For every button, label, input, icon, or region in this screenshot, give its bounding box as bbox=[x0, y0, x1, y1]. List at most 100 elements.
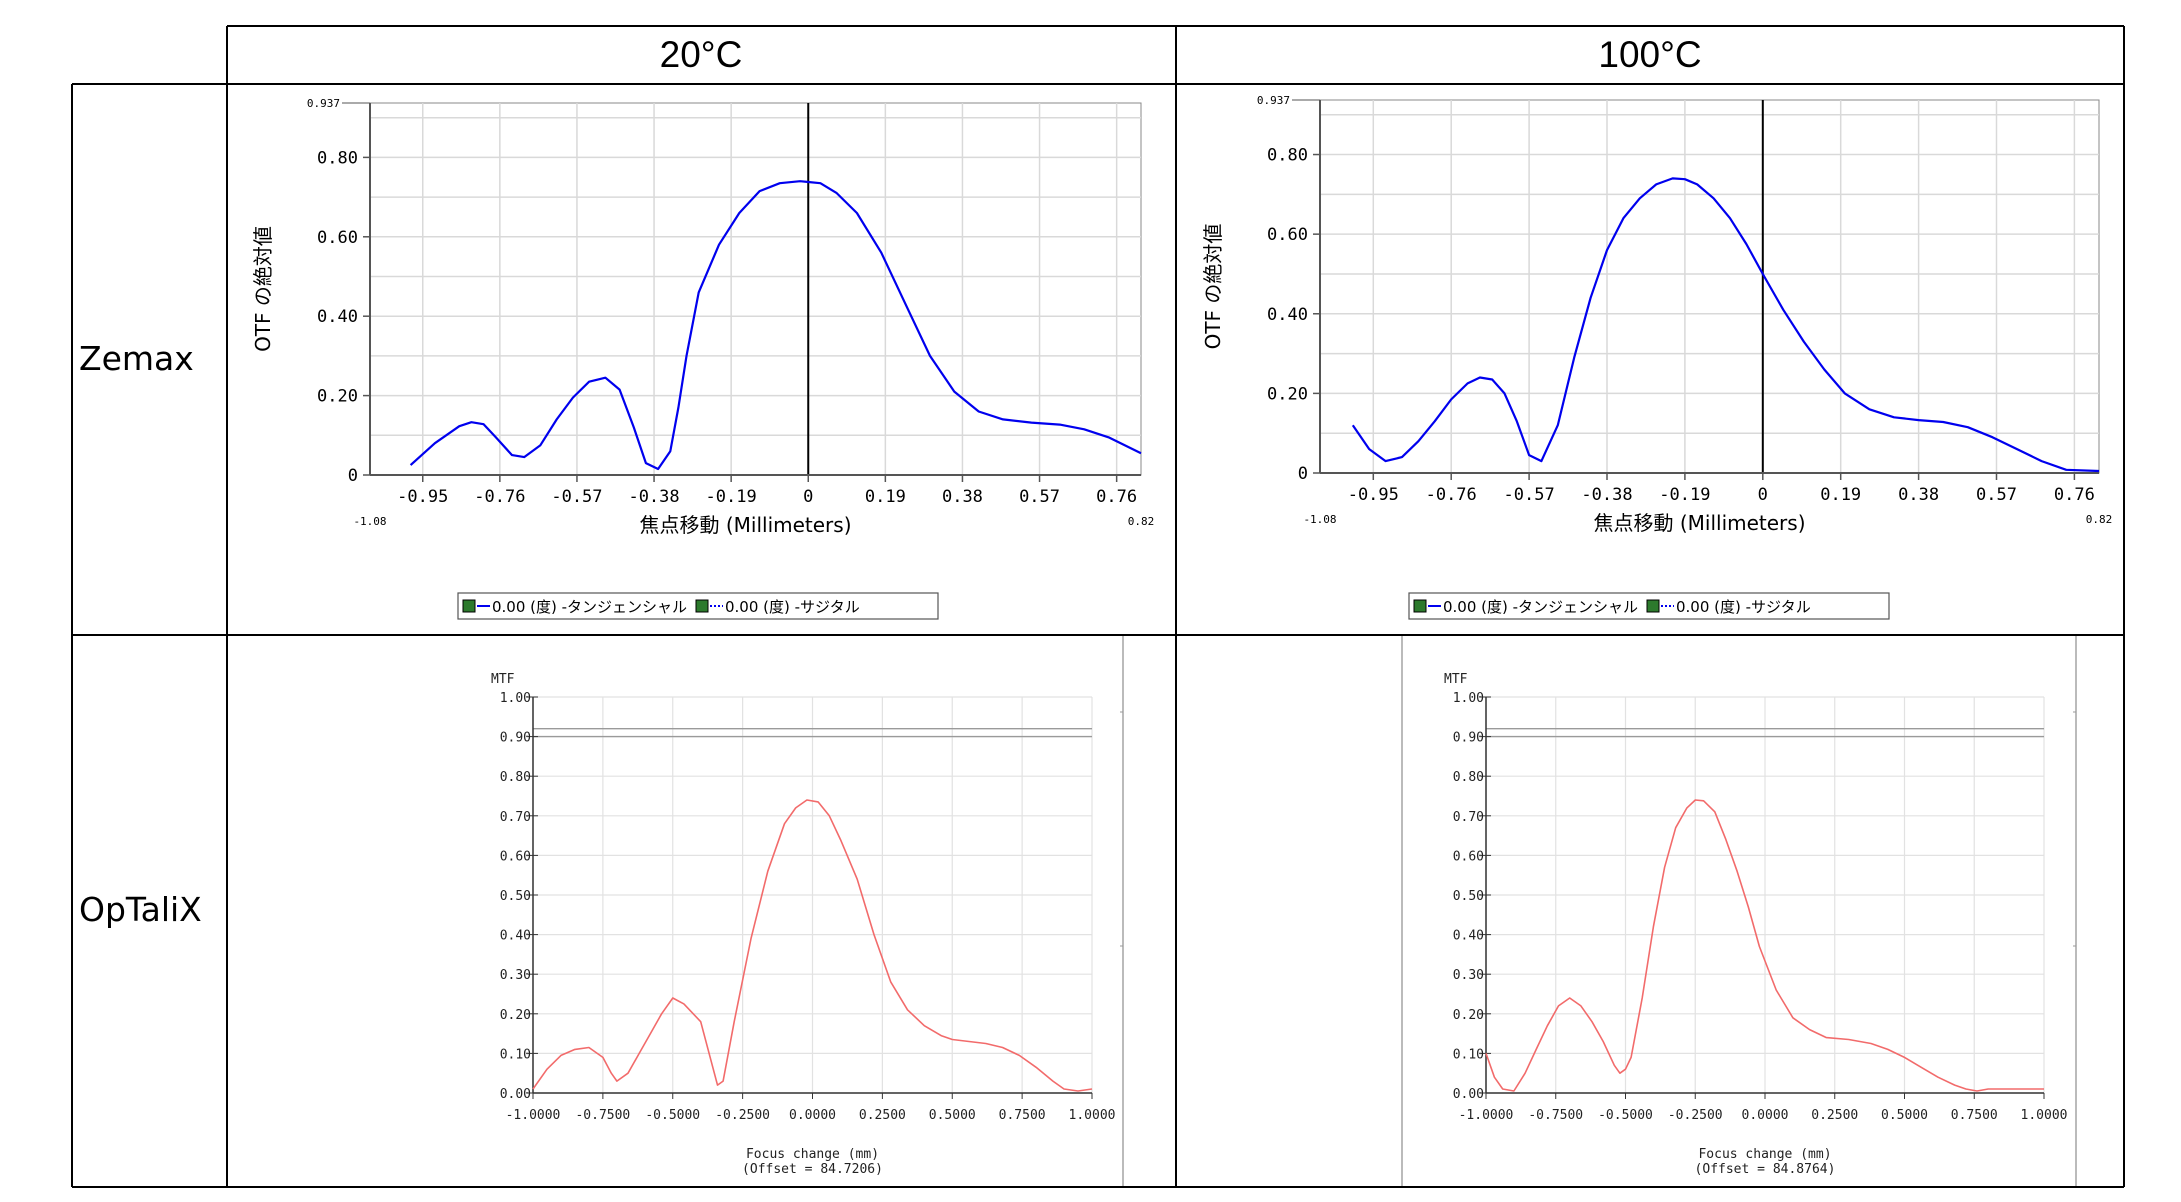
x-tick-label: -1.0000 bbox=[1459, 1108, 1514, 1123]
legend-marker-icon bbox=[1646, 599, 1660, 613]
y-tick-label: 0.60 bbox=[500, 849, 531, 864]
legend-entry-tangential: 0.00 (度) -タンジェンシャル bbox=[492, 598, 687, 616]
x-tick-label: -0.57 bbox=[1504, 485, 1555, 505]
y-tick-label: 0.60 bbox=[1267, 225, 1308, 245]
col-header-20c: 20°C bbox=[660, 34, 743, 75]
y-tick-label: 0.40 bbox=[1453, 929, 1484, 944]
offset-label: (Offset = 84.8764) bbox=[1695, 1162, 1836, 1177]
y-tick-label: 0.70 bbox=[1453, 810, 1484, 825]
y-tick-label: 0 bbox=[1298, 464, 1308, 484]
y-tick-label: 0.90 bbox=[1453, 731, 1484, 746]
x-tick-label: -1.0000 bbox=[506, 1108, 561, 1123]
legend-entry-sagittal: 0.00 (度) -サジタル bbox=[725, 598, 860, 616]
y-tick-label: 0.40 bbox=[317, 307, 358, 327]
x-tick-label: -0.95 bbox=[397, 487, 448, 507]
x-min-label: -1.08 bbox=[353, 515, 386, 528]
x-tick-label: 0.0000 bbox=[789, 1108, 836, 1123]
x-tick-label: 0.2500 bbox=[1811, 1108, 1858, 1123]
y-tick-label: 0.80 bbox=[317, 148, 358, 168]
optalix-20c-chart: -1.0000 -0.7500 -0.5000 -0.2500 0.0000 0.2500… bbox=[491, 636, 1124, 1186]
y-tick-label: 0.20 bbox=[1267, 384, 1308, 404]
x-tick-label: 1.0000 bbox=[2021, 1108, 2068, 1123]
x-tick-label: -0.38 bbox=[1581, 485, 1632, 505]
x-tick-label: 0.57 bbox=[1976, 485, 2017, 505]
legend-entry-sagittal: 0.00 (度) -サジタル bbox=[1676, 598, 1811, 616]
series-line-mtf bbox=[532, 799, 1093, 1092]
x-tick-label: -0.76 bbox=[474, 487, 525, 507]
plot-area bbox=[369, 102, 1142, 476]
plot-area bbox=[1319, 99, 2100, 474]
x-tick-label: 0 bbox=[1758, 485, 1768, 505]
x-tick-label: -0.57 bbox=[551, 487, 602, 507]
offset-label: (Offset = 84.7206) bbox=[742, 1162, 883, 1177]
y-tick-label: 0.00 bbox=[500, 1087, 531, 1102]
x-tick-label: 0.38 bbox=[942, 487, 983, 507]
y-tick-label: 0.20 bbox=[1453, 1008, 1484, 1023]
x-tick-label: -0.76 bbox=[1426, 485, 1477, 505]
x-min-label: -1.08 bbox=[1303, 513, 1336, 526]
y-axis-label: OTF の絶対値 bbox=[251, 226, 275, 352]
legend-entry-tangential: 0.00 (度) -タンジェンシャル bbox=[1443, 598, 1638, 616]
x-tick-label: 0.2500 bbox=[859, 1108, 906, 1123]
y-tick-label: 0.30 bbox=[1453, 968, 1484, 983]
y-tick-label: 0.30 bbox=[500, 968, 531, 983]
y-axis-label: OTF の絶対値 bbox=[1201, 224, 1225, 350]
y-tick-label: 0.90 bbox=[500, 731, 531, 746]
y-tick-label: 0.40 bbox=[1267, 305, 1308, 325]
y-tick-label: 0.20 bbox=[317, 387, 358, 407]
x-tick-label: -0.5000 bbox=[645, 1108, 700, 1123]
x-tick-label: 0.5000 bbox=[929, 1108, 976, 1123]
zemax-100c-chart: -0.95 -0.76 -0.57 -0.38 -0.19 0 0.19 0.38 0.57 0.… bbox=[1201, 94, 2113, 620]
y-tick-label: 0.50 bbox=[1453, 889, 1484, 904]
y-tick-label: 0.60 bbox=[1453, 849, 1484, 864]
y-tick-label: 0.80 bbox=[500, 770, 531, 785]
legend-marker-icon bbox=[695, 599, 709, 613]
x-tick-label: 0 bbox=[803, 487, 813, 507]
legend-marker-icon bbox=[462, 599, 476, 613]
x-axis-label: Focus change (mm) bbox=[1698, 1147, 1831, 1162]
y-tick-label: 0.60 bbox=[317, 228, 358, 248]
y-tick-label: 0.80 bbox=[1267, 146, 1308, 166]
x-axis-label: 焦点移動 (Millimeters) bbox=[639, 513, 851, 537]
y-tick-label: 0.10 bbox=[500, 1047, 531, 1062]
x-tick-label: 0.76 bbox=[2054, 485, 2095, 505]
x-tick-label: -0.19 bbox=[1659, 485, 1710, 505]
x-tick-label: 0.38 bbox=[1898, 485, 1939, 505]
series-line-tangential bbox=[1351, 177, 2100, 473]
row-header-zemax: Zemax bbox=[79, 339, 194, 378]
table-grid bbox=[71, 25, 2125, 1188]
x-tick-label: 1.0000 bbox=[1069, 1108, 1116, 1123]
legend-marker-icon bbox=[1413, 599, 1427, 613]
y-tick-label: 0.20 bbox=[500, 1008, 531, 1023]
x-max-label: 0.82 bbox=[2086, 513, 2113, 526]
x-tick-label: 0.76 bbox=[1096, 487, 1137, 507]
x-tick-label: -0.5000 bbox=[1598, 1108, 1653, 1123]
x-tick-label: -0.2500 bbox=[1668, 1108, 1723, 1123]
x-tick-label: 0.19 bbox=[1820, 485, 1861, 505]
zemax-20c-chart: -0.95 -0.76 -0.57 -0.38 -0.19 0 0.19 0.38 0.57 0.… bbox=[251, 97, 1155, 620]
col-header-100c: 100°C bbox=[1598, 34, 1701, 75]
y-top-label: 0.937 bbox=[307, 97, 340, 110]
y-axis-label: MTF bbox=[1444, 672, 1468, 687]
x-tick-label: -0.38 bbox=[628, 487, 679, 507]
series-line-mtf bbox=[1485, 799, 2044, 1092]
series-line-tangential bbox=[409, 180, 1142, 471]
optalix-100c-chart: -1.0000 -0.7500 -0.5000 -0.2500 0.0000 0.2500… bbox=[1401, 636, 2077, 1186]
y-top-label: 0.937 bbox=[1257, 94, 1290, 107]
y-tick-label: 0.10 bbox=[1453, 1047, 1484, 1062]
x-axis-label: Focus change (mm) bbox=[746, 1147, 879, 1162]
x-axis-label: 焦点移動 (Millimeters) bbox=[1593, 511, 1805, 535]
x-tick-label: 0.57 bbox=[1019, 487, 1060, 507]
x-tick-label: 0.5000 bbox=[1881, 1108, 1928, 1123]
x-tick-label: -0.19 bbox=[706, 487, 757, 507]
x-tick-label: 0.7500 bbox=[1951, 1108, 1998, 1123]
x-tick-label: -0.95 bbox=[1348, 485, 1399, 505]
y-tick-label: 0 bbox=[348, 466, 358, 486]
y-tick-label: 0.40 bbox=[500, 929, 531, 944]
y-tick-label: 0.70 bbox=[500, 810, 531, 825]
y-tick-label: 0.00 bbox=[1453, 1087, 1484, 1102]
x-tick-label: 0.0000 bbox=[1742, 1108, 1789, 1123]
x-max-label: 0.82 bbox=[1128, 515, 1155, 528]
x-tick-label: -0.7500 bbox=[575, 1108, 630, 1123]
